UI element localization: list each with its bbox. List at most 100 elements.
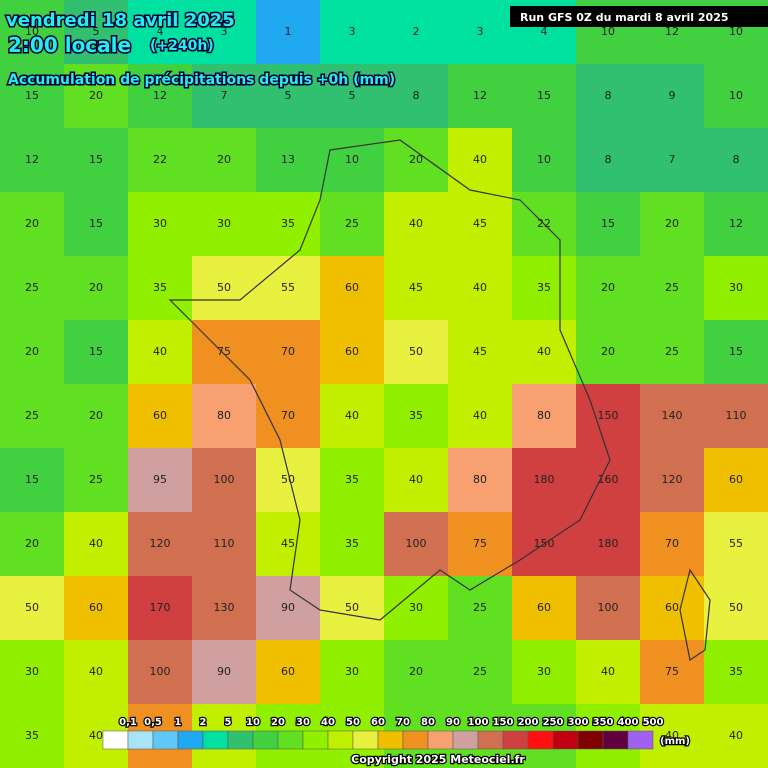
precip-cell <box>256 576 321 641</box>
precip-value: 20 <box>217 153 231 166</box>
precip-cell <box>576 320 641 385</box>
precip-value: 25 <box>665 345 679 358</box>
corsica-outline <box>679 568 711 661</box>
precip-value: 12 <box>665 25 679 38</box>
precip-value: 180 <box>534 473 555 486</box>
legend-label: 40 <box>321 717 335 728</box>
precip-value: 30 <box>537 665 551 678</box>
precip-cell <box>384 192 449 257</box>
precip-cell <box>512 576 577 641</box>
precip-cell <box>0 640 65 705</box>
precip-value: 13 <box>281 153 295 166</box>
precip-value: 60 <box>281 665 295 678</box>
legend-label: 80 <box>421 717 435 728</box>
precip-cell <box>0 320 65 385</box>
precip-value: 10 <box>729 25 743 38</box>
precip-value: 45 <box>473 345 487 358</box>
precip-value: 60 <box>153 409 167 422</box>
precip-value: 55 <box>729 537 743 550</box>
precip-cell <box>384 320 449 385</box>
precip-cell <box>576 512 641 577</box>
precip-cell <box>704 448 768 513</box>
precip-cell <box>704 512 768 577</box>
precip-cell <box>0 448 65 513</box>
precip-value: 8 <box>605 153 612 166</box>
precip-value: 15 <box>25 89 39 102</box>
precip-cell <box>384 64 449 129</box>
precip-cell <box>512 320 577 385</box>
precip-value: 90 <box>217 665 231 678</box>
precip-value: 35 <box>345 473 359 486</box>
precip-value: 75 <box>217 345 231 358</box>
precip-cell <box>0 0 65 65</box>
precip-cell <box>384 448 449 513</box>
legend-swatch <box>627 730 654 750</box>
precip-value: 25 <box>345 217 359 230</box>
precip-cell <box>640 576 705 641</box>
legend-label: 20 <box>271 717 285 728</box>
legend-swatch <box>402 730 429 750</box>
legend: 0,1 0,5 1 2 5 10 20 30 40 50 60 70 80 90 100 150 200 250 3… <box>102 716 691 750</box>
precip-value: 4 <box>541 25 548 38</box>
precip-cell <box>192 320 257 385</box>
precip-value: 3 <box>349 25 356 38</box>
precip-value: 50 <box>409 345 423 358</box>
legend-label: 90 <box>446 717 460 728</box>
precip-cell <box>0 704 65 768</box>
precip-cell <box>192 192 257 257</box>
precip-value: 80 <box>537 409 551 422</box>
precip-value: 30 <box>345 665 359 678</box>
legend-swatch <box>302 730 329 750</box>
legend-label: 200 <box>518 717 539 728</box>
precip-cell <box>320 0 385 65</box>
precip-cell <box>448 512 513 577</box>
precip-value: 50 <box>217 281 231 294</box>
precip-cell <box>576 64 641 129</box>
precip-value: 15 <box>729 345 743 358</box>
precip-cell <box>192 64 257 129</box>
precip-cell <box>576 448 641 513</box>
precip-cell <box>704 256 768 321</box>
precip-value: 60 <box>665 601 679 614</box>
precip-value: 5 <box>93 25 100 38</box>
run-info: Run GFS 0Z du mardi 8 avril 2025 <box>520 11 729 24</box>
precip-cell <box>64 512 129 577</box>
precip-cell <box>384 384 449 449</box>
precip-cell <box>128 192 193 257</box>
legend-label: 50 <box>346 717 360 728</box>
legend-label: 300 <box>568 717 589 728</box>
precip-cell <box>0 576 65 641</box>
precip-cell <box>384 0 449 65</box>
legend-label: 400 <box>618 717 639 728</box>
precip-cell <box>256 384 321 449</box>
precip-value: 70 <box>281 409 295 422</box>
precip-value: 80 <box>217 409 231 422</box>
precip-value: 30 <box>729 281 743 294</box>
precip-cell <box>576 576 641 641</box>
precip-value: 20 <box>665 217 679 230</box>
precip-value: 40 <box>473 153 487 166</box>
precip-value: 35 <box>537 281 551 294</box>
precip-value: 40 <box>665 729 679 742</box>
precip-value: 7 <box>221 89 228 102</box>
precip-value: 60 <box>345 345 359 358</box>
precip-value: 30 <box>25 665 39 678</box>
precip-cell <box>320 320 385 385</box>
legend-swatch <box>352 730 379 750</box>
precip-value: 5 <box>349 89 356 102</box>
legend-swatch <box>327 730 354 750</box>
precip-value: 20 <box>409 153 423 166</box>
precip-cell <box>0 256 65 321</box>
precip-value: 20 <box>25 345 39 358</box>
precip-value: 35 <box>409 409 423 422</box>
legend-swatch <box>477 730 504 750</box>
precip-cell <box>704 576 768 641</box>
precip-value: 120 <box>662 473 683 486</box>
legend-label: 150 <box>493 717 514 728</box>
precip-value: 15 <box>537 89 551 102</box>
precip-cell <box>512 64 577 129</box>
precip-cell <box>320 64 385 129</box>
precip-value: 3 <box>477 25 484 38</box>
precip-cell <box>512 256 577 321</box>
precip-cell <box>128 512 193 577</box>
